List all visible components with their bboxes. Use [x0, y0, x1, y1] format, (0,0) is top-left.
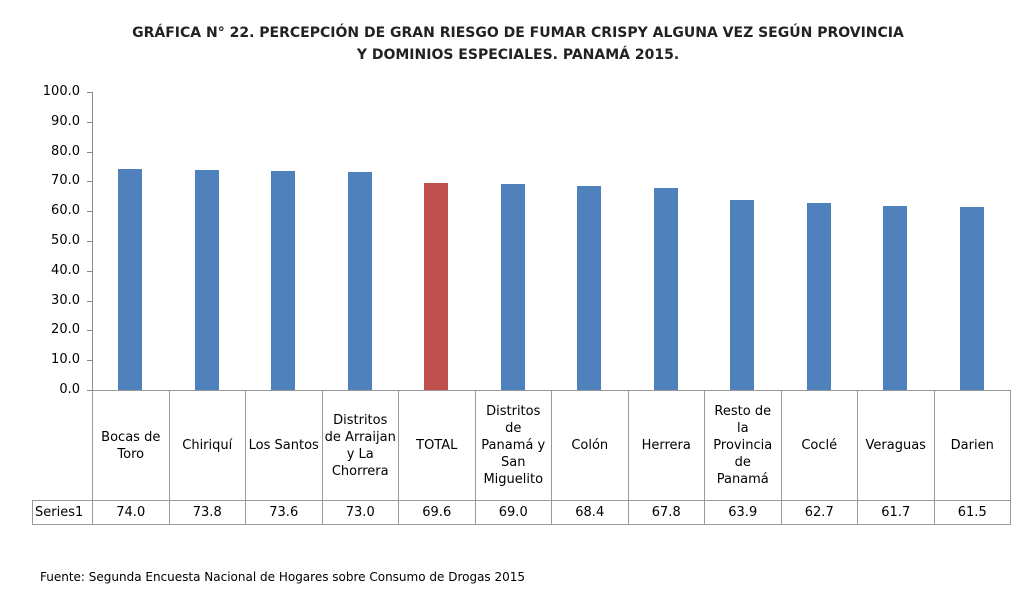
y-tick: [87, 151, 92, 153]
y-tick: [87, 181, 92, 183]
x-tick-label: Chiriquí: [168, 390, 246, 501]
y-tick: [87, 330, 92, 332]
data-table-value: 68.4: [551, 500, 629, 525]
bar: [959, 206, 984, 390]
bar: [653, 187, 678, 390]
bar: [577, 186, 602, 390]
data-table-value: 67.8: [627, 500, 705, 525]
bar: [424, 182, 449, 390]
y-tick-label: 30.0: [51, 292, 80, 308]
bar: [806, 203, 831, 390]
data-table-value: 69.0: [474, 500, 552, 525]
y-tick-label: 50.0: [51, 233, 80, 248]
data-table-value: 73.8: [168, 500, 246, 525]
bar: [883, 206, 908, 390]
x-tick-label: Darien: [933, 390, 1011, 501]
y-tick-label: 20.0: [51, 322, 80, 338]
x-tick-label: TOTAL: [398, 390, 476, 501]
data-table-value: 61.7: [857, 500, 935, 525]
bar: [500, 184, 525, 390]
x-tick-label: Herrera: [627, 390, 705, 501]
y-tick: [87, 390, 92, 391]
source-note: Fuente: Segunda Encuesta Nacional de Hog…: [40, 570, 526, 584]
data-table-value: 69.6: [398, 500, 476, 525]
y-tick-label: 60.0: [51, 203, 80, 219]
y-tick-label: 10.0: [51, 352, 80, 368]
x-tick-label: Distritos de Panamá y San Miguelito: [474, 390, 552, 501]
data-table-value: 73.0: [321, 500, 399, 525]
x-tick-label: Distritos de Arraijan y La Chorrera: [321, 390, 399, 501]
y-tick-label: 70.0: [51, 173, 80, 189]
y-tick: [87, 360, 92, 362]
chart-title: GRÁFICA N° 22. PERCEPCIÓN DE GRAN RIESGO…: [132, 25, 904, 63]
bar: [271, 170, 296, 390]
data-table-value: 62.7: [780, 500, 858, 525]
y-tick: [87, 211, 92, 213]
x-tick-label: Resto de la Provincia de Panamá: [704, 390, 782, 501]
y-axis: [92, 92, 93, 390]
x-tick-label: Veraguas: [857, 390, 935, 501]
x-tick-label: Colón: [551, 390, 629, 501]
y-tick: [87, 300, 92, 302]
data-table-value: 63.9: [704, 500, 782, 525]
y-tick: [87, 241, 92, 242]
y-tick-label: 100.0: [42, 84, 80, 99]
y-tick: [87, 270, 92, 272]
data-table-value: 74.0: [92, 500, 170, 525]
x-tick-label: Bocas de Toro: [92, 390, 170, 501]
bar: [118, 169, 143, 390]
bar: [194, 170, 219, 390]
y-tick: [87, 92, 92, 93]
y-tick-label: 90.0: [51, 113, 80, 129]
x-tick-label: Los Santos: [245, 390, 323, 501]
bar: [730, 199, 755, 390]
y-tick: [87, 121, 92, 123]
y-tick-label: 80.0: [51, 143, 80, 159]
bar: [347, 172, 372, 390]
data-table-value: 61.5: [933, 500, 1011, 525]
y-tick-label: 40.0: [51, 262, 80, 278]
series-name: Series1: [32, 500, 93, 525]
data-table-value: 73.6: [245, 500, 323, 525]
x-tick-label: Coclé: [780, 390, 858, 501]
y-tick-label: 0.0: [59, 382, 80, 397]
